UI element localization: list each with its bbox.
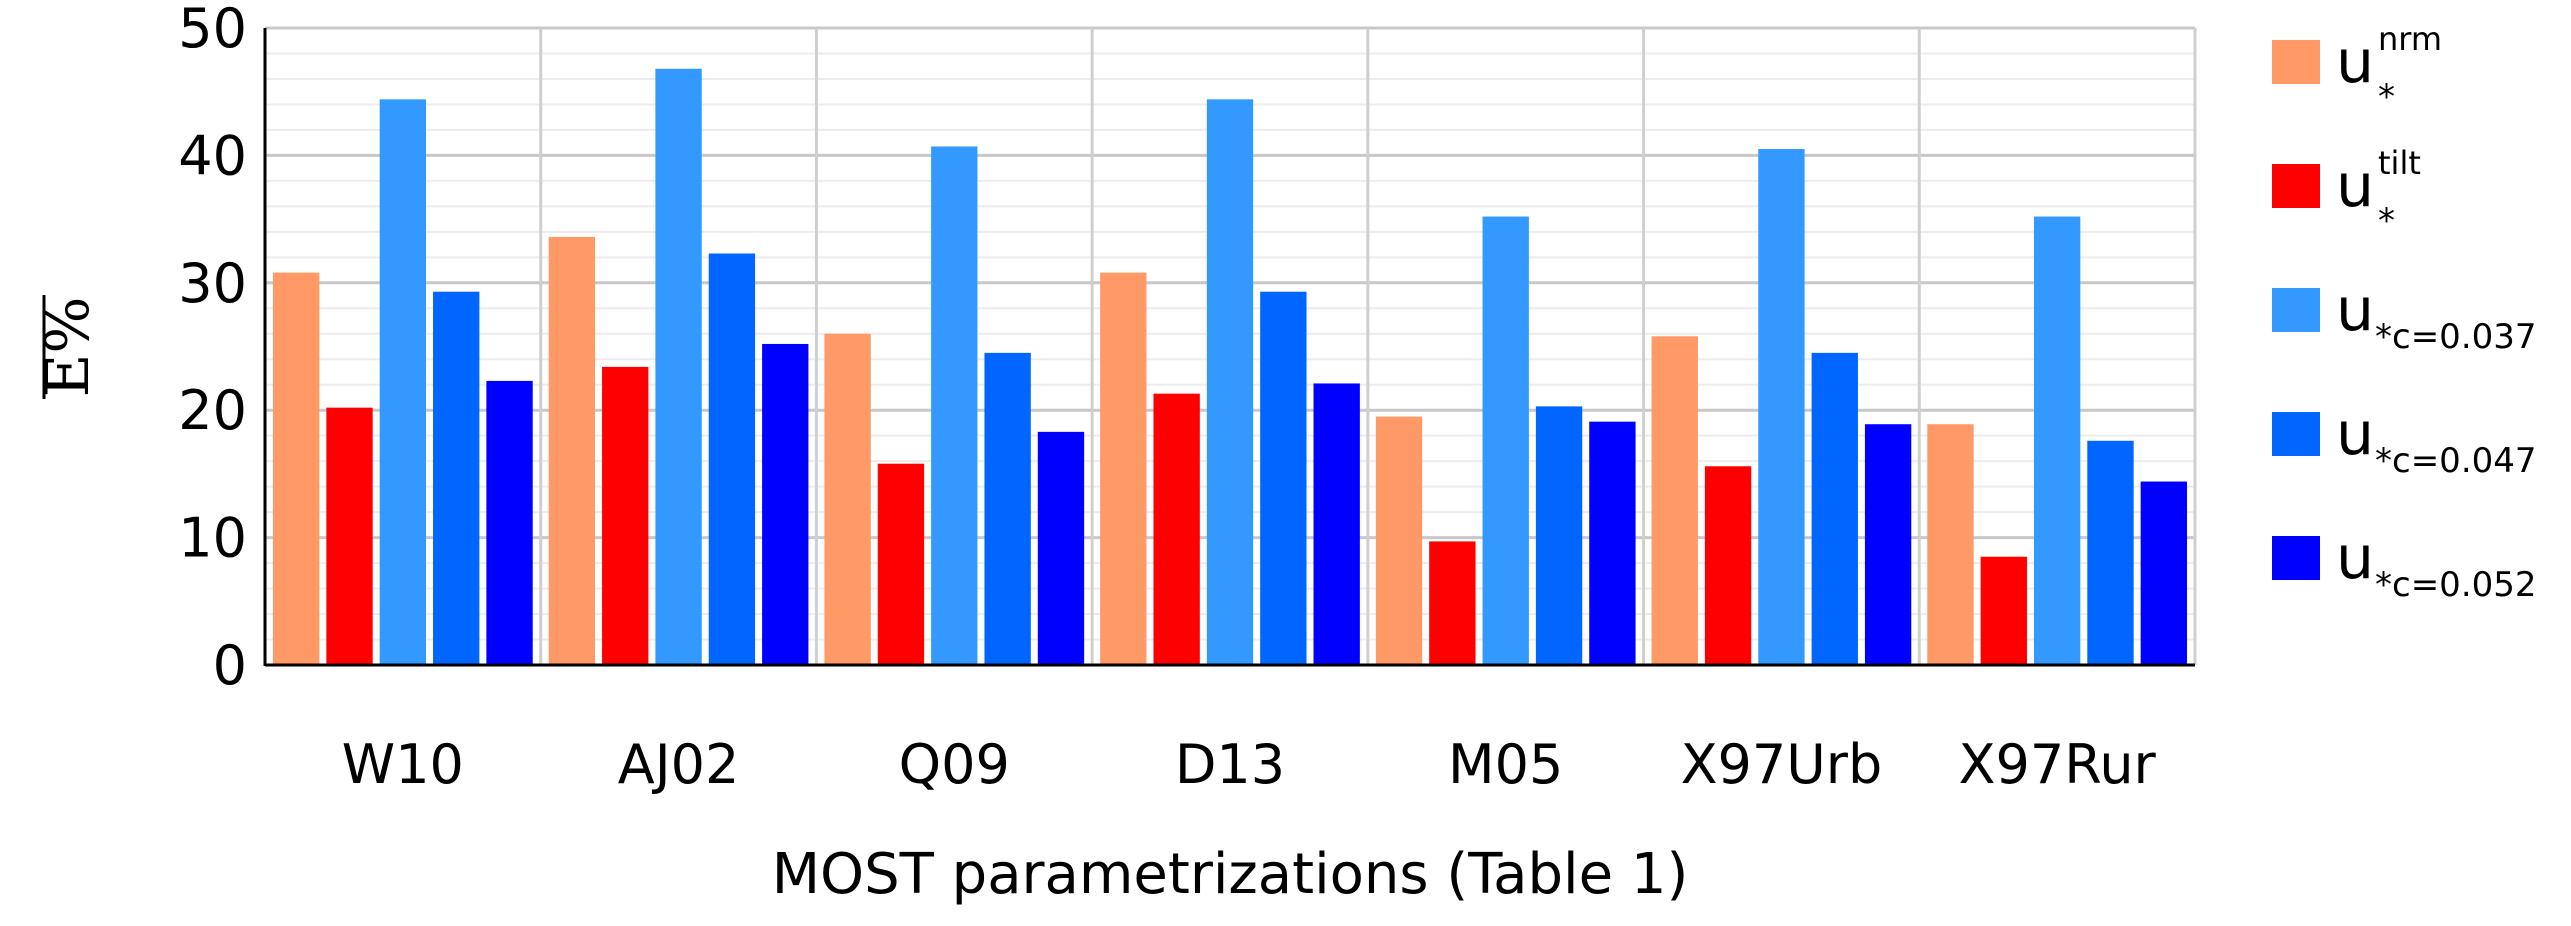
- y-tick-label: 30: [178, 252, 247, 315]
- legend-label-sup: nrm: [2378, 20, 2442, 58]
- bar: [1651, 336, 1698, 665]
- bar: [1589, 421, 1636, 665]
- x-tick-label: X97Rur: [1959, 733, 2157, 796]
- bar: [1811, 352, 1858, 665]
- bar: [602, 366, 649, 665]
- bar: [1206, 99, 1254, 666]
- bar: [1037, 431, 1085, 665]
- legend-label-base: u: [2336, 27, 2374, 97]
- legend-label-base: u: [2336, 151, 2374, 221]
- bar: [824, 333, 871, 665]
- x-tick-label: W10: [342, 733, 464, 796]
- legend-item: u *c=0.037: [2272, 275, 2537, 357]
- bar: [486, 380, 533, 665]
- bar: [984, 352, 1031, 665]
- legend-label-sub: *: [2378, 201, 2395, 241]
- legend-label-base: u: [2336, 523, 2374, 593]
- bar: [1927, 424, 1974, 665]
- x-tick-label: Q09: [899, 733, 1010, 796]
- y-tick-label: 0: [213, 634, 247, 697]
- x-tick-labels: W10 AJ02 Q09 D13 M05 X97Urb X97Rur: [342, 733, 2157, 796]
- legend-item: u tilt *: [2272, 144, 2421, 241]
- y-tick-label: 40: [178, 124, 247, 187]
- bar: [1429, 541, 1476, 665]
- bar: [379, 99, 427, 666]
- legend-label-sub: *: [2378, 77, 2395, 117]
- bar: [1704, 466, 1752, 665]
- y-tick-label: 50: [178, 0, 247, 60]
- legend-swatch: [2272, 288, 2320, 332]
- bar: [762, 343, 809, 665]
- y-tick-label: 20: [178, 379, 247, 442]
- legend-swatch: [2272, 40, 2320, 84]
- y-tick-labels: 0 10 20 30 40 50: [178, 0, 247, 697]
- legend-swatch: [2272, 164, 2320, 208]
- category-separators: [539, 28, 2197, 665]
- bar: [1980, 556, 2027, 665]
- bar: [1758, 149, 1805, 665]
- y-tick-label: 10: [178, 507, 247, 570]
- bar: [877, 463, 925, 665]
- bar: [2140, 481, 2187, 665]
- bar: [1153, 393, 1200, 665]
- x-tick-label: AJ02: [618, 733, 740, 796]
- bar: [1313, 383, 1360, 665]
- bar: [2087, 440, 2134, 665]
- bar: [1864, 424, 1912, 665]
- bar: [931, 146, 978, 665]
- legend-item: u *c=0.047: [2272, 399, 2537, 481]
- legend-swatch: [2272, 412, 2320, 456]
- legend-label-base: u: [2336, 275, 2374, 345]
- legend-item: u *c=0.052: [2272, 523, 2537, 605]
- bar: [1260, 291, 1307, 665]
- bar: [1100, 272, 1147, 665]
- x-tick-label: M05: [1448, 733, 1563, 796]
- bar: [655, 68, 702, 665]
- y-axis-title: E%: [33, 295, 103, 399]
- bar: [1375, 416, 1423, 665]
- bar: [326, 407, 373, 665]
- x-tick-label: X97Urb: [1681, 733, 1883, 796]
- legend-label-sup: tilt: [2378, 144, 2421, 182]
- bar: [1535, 406, 1583, 665]
- legend-label-sub: *c=0.037: [2375, 317, 2537, 357]
- bar: [1482, 216, 1529, 665]
- legend-swatch: [2272, 536, 2320, 580]
- legend-item: u nrm *: [2272, 20, 2442, 117]
- x-axis-title: MOST parametrizations (Table 1): [772, 842, 1689, 907]
- x-tick-label: D13: [1175, 733, 1285, 796]
- bars: [273, 68, 2187, 666]
- axes: [263, 28, 2195, 667]
- bar: [433, 291, 480, 665]
- bar: [548, 236, 596, 665]
- legend-label-sub: *c=0.052: [2375, 565, 2537, 605]
- legend-label-base: u: [2336, 399, 2374, 469]
- bar: [2033, 216, 2081, 665]
- bar: [708, 253, 756, 666]
- legend-label-sub: *c=0.047: [2375, 441, 2537, 481]
- bar: [273, 272, 320, 665]
